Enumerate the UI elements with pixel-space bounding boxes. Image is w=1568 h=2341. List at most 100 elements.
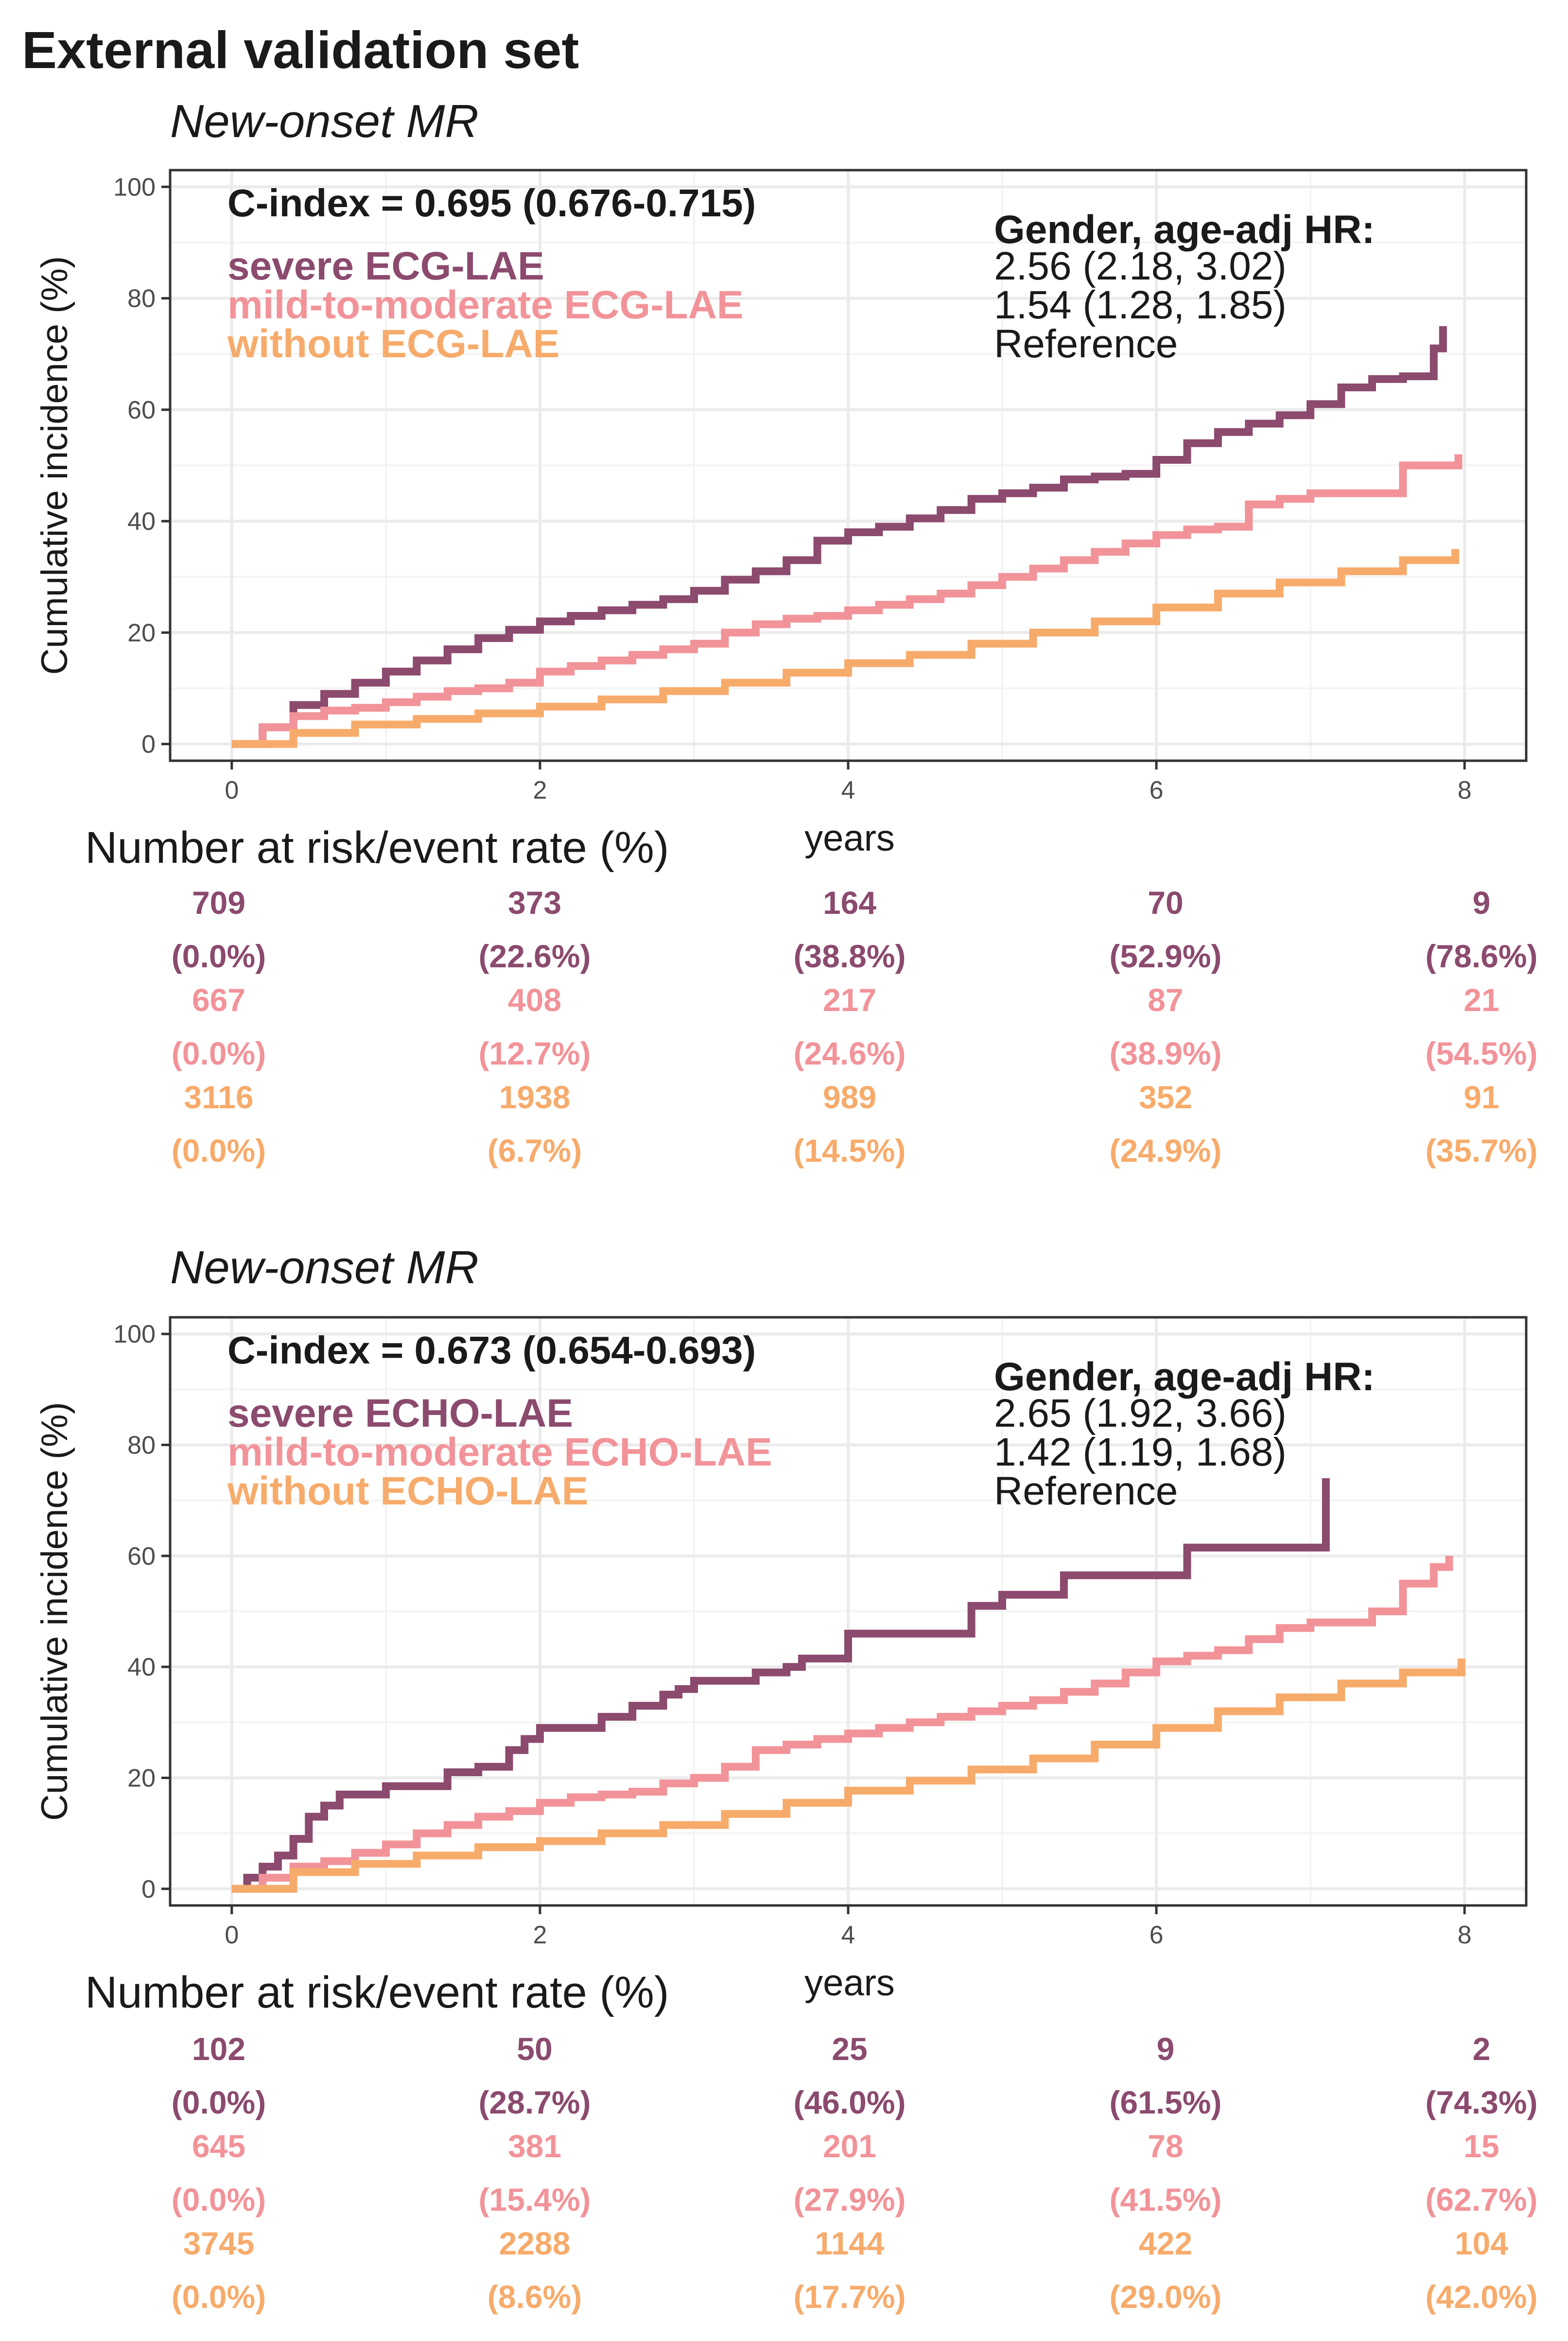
risk-rate-mild: (15.4%) <box>478 2182 591 2218</box>
legend-label-without: without ECHO-LAE <box>227 1469 588 1513</box>
y-tick-label: 100 <box>113 173 156 201</box>
legend-label-mild: mild-to-moderate ECHO-LAE <box>227 1430 772 1474</box>
risk-count-mild: 21 <box>1463 982 1499 1018</box>
risk-rate-without: (0.0%) <box>172 1133 266 1169</box>
hr-header: Gender, age-adj HR: <box>994 1355 1375 1399</box>
x-axis-title: years <box>804 1962 895 2004</box>
risk-count-severe: 70 <box>1148 885 1183 921</box>
panel-subtitle: New-onset MR <box>170 95 479 147</box>
x-tick-label: 0 <box>225 776 239 804</box>
risk-rate-without: (29.0%) <box>1109 2279 1221 2315</box>
risk-count-severe: 50 <box>517 2031 552 2067</box>
risk-count-mild: 645 <box>192 2128 245 2164</box>
risk-rate-without: (8.6%) <box>488 2279 582 2315</box>
risk-rate-without: (35.7%) <box>1425 1133 1537 1169</box>
y-tick-label: 100 <box>113 1320 156 1348</box>
risk-rate-severe: (52.9%) <box>1109 938 1221 974</box>
risk-rate-severe: (28.7%) <box>478 2084 591 2120</box>
x-tick-label: 4 <box>841 776 855 804</box>
y-tick-label: 60 <box>127 396 156 424</box>
risk-count-without: 3745 <box>183 2225 255 2261</box>
y-axis-title: Cumulative incidence (%) <box>34 1402 75 1821</box>
hr-value-without: Reference <box>994 322 1178 366</box>
legend-label-severe: severe ECHO-LAE <box>227 1391 573 1435</box>
x-tick-label: 4 <box>841 1921 855 1949</box>
risk-count-mild: 408 <box>508 982 561 1018</box>
risk-count-mild: 78 <box>1148 2128 1183 2164</box>
risk-rate-without: (0.0%) <box>172 2279 266 2315</box>
risk-count-severe: 25 <box>832 2031 867 2067</box>
legend-label-mild: mild-to-moderate ECG-LAE <box>227 283 743 327</box>
y-tick-label: 40 <box>127 1653 156 1681</box>
risk-table-title: Number at risk/event rate (%) <box>85 1968 669 2017</box>
risk-rate-mild: (0.0%) <box>172 1035 266 1071</box>
x-tick-label: 2 <box>533 1921 547 1949</box>
risk-rate-without: (6.7%) <box>488 1133 582 1169</box>
risk-count-without: 2288 <box>499 2225 571 2261</box>
risk-count-without: 989 <box>823 1079 876 1115</box>
legend-label-without: without ECG-LAE <box>227 322 559 366</box>
risk-rate-mild: (54.5%) <box>1425 1035 1537 1071</box>
risk-rate-mild: (62.7%) <box>1425 2182 1537 2218</box>
legend-label-severe: severe ECG-LAE <box>227 244 544 288</box>
series-line-without <box>231 549 1460 748</box>
risk-count-severe: 9 <box>1157 2031 1175 2067</box>
risk-count-mild: 15 <box>1463 2128 1499 2164</box>
panel-echo: New-onset MR0 2 4 6 8020406080100Cumulative … <box>34 1241 1538 2315</box>
risk-rate-severe: (74.3%) <box>1425 2084 1537 2120</box>
x-tick-label: 6 <box>1150 776 1164 804</box>
risk-rate-severe: (46.0%) <box>793 2084 906 2120</box>
series-line-severe <box>231 1478 1330 1893</box>
risk-rate-severe: (22.6%) <box>478 938 591 974</box>
y-tick-label: 80 <box>127 285 156 313</box>
risk-count-mild: 87 <box>1148 982 1183 1018</box>
risk-count-severe: 164 <box>823 885 876 921</box>
x-tick-label: 8 <box>1458 776 1472 804</box>
risk-count-without: 91 <box>1463 1079 1499 1115</box>
hr-header: Gender, age-adj HR: <box>994 208 1375 252</box>
risk-count-without: 352 <box>1139 1079 1192 1115</box>
y-tick-label: 0 <box>141 1875 156 1904</box>
risk-count-mild: 201 <box>823 2128 876 2164</box>
series-line-severe <box>231 326 1447 748</box>
risk-rate-mild: (38.9%) <box>1109 1035 1221 1071</box>
y-tick-label: 60 <box>127 1542 156 1571</box>
risk-rate-without: (42.0%) <box>1425 2279 1537 2315</box>
c-index-label: C-index = 0.695 (0.676-0.715) <box>227 181 756 225</box>
x-tick-label: 0 <box>225 1921 239 1949</box>
series-line-mild <box>231 454 1463 748</box>
risk-rate-mild: (27.9%) <box>793 2182 906 2218</box>
y-tick-label: 0 <box>141 731 156 759</box>
risk-count-severe: 373 <box>508 885 561 921</box>
risk-count-severe: 2 <box>1473 2031 1491 2067</box>
risk-rate-mild: (12.7%) <box>478 1035 591 1071</box>
risk-count-without: 1938 <box>499 1079 571 1115</box>
hr-value-mild: 1.54 (1.28, 1.85) <box>994 283 1287 327</box>
risk-table-title: Number at risk/event rate (%) <box>85 823 669 873</box>
risk-count-severe: 102 <box>192 2031 245 2067</box>
series-line-mild <box>231 1555 1453 1893</box>
hr-value-severe: 2.65 (1.92, 3.66) <box>994 1391 1287 1435</box>
risk-count-without: 3116 <box>184 1079 253 1115</box>
y-tick-label: 20 <box>127 619 156 647</box>
hr-value-mild: 1.42 (1.19, 1.68) <box>994 1430 1287 1474</box>
risk-rate-severe: (0.0%) <box>172 938 266 974</box>
hr-value-severe: 2.56 (2.18, 3.02) <box>994 244 1287 288</box>
panel-subtitle: New-onset MR <box>170 1241 479 1293</box>
risk-rate-severe: (0.0%) <box>172 2084 266 2120</box>
x-tick-label: 8 <box>1458 1921 1472 1949</box>
y-axis-title: Cumulative incidence (%) <box>34 256 75 675</box>
risk-rate-severe: (78.6%) <box>1425 938 1537 974</box>
y-tick-label: 40 <box>127 507 156 536</box>
risk-count-mild: 217 <box>823 982 876 1018</box>
series-line-without <box>231 1659 1465 1893</box>
hr-value-without: Reference <box>994 1469 1178 1513</box>
risk-count-mild: 667 <box>192 982 245 1018</box>
risk-rate-without: (14.5%) <box>793 1133 906 1169</box>
risk-rate-without: (24.9%) <box>1109 1133 1221 1169</box>
risk-rate-mild: (24.6%) <box>793 1035 906 1071</box>
y-tick-label: 80 <box>127 1432 156 1460</box>
x-axis-title: years <box>804 818 895 859</box>
risk-count-severe: 709 <box>192 885 245 921</box>
